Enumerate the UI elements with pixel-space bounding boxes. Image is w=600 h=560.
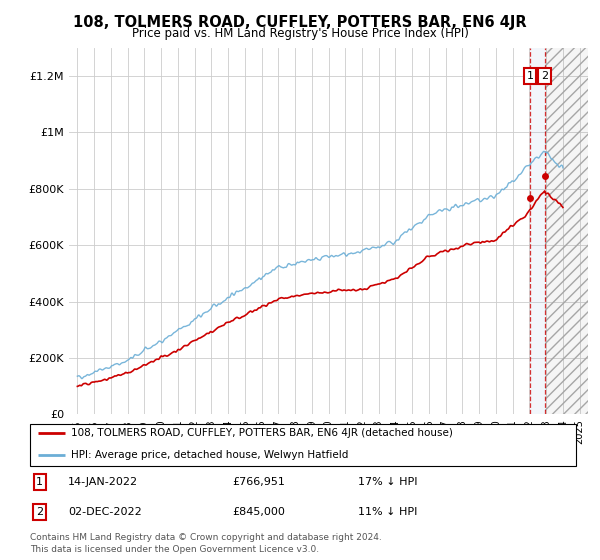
Text: £845,000: £845,000: [232, 507, 285, 517]
Text: 2: 2: [541, 71, 548, 81]
Text: Contains HM Land Registry data © Crown copyright and database right 2024.
This d: Contains HM Land Registry data © Crown c…: [30, 533, 382, 554]
Text: 1: 1: [527, 71, 533, 81]
FancyBboxPatch shape: [30, 424, 576, 466]
Text: Price paid vs. HM Land Registry's House Price Index (HPI): Price paid vs. HM Land Registry's House …: [131, 27, 469, 40]
Text: 14-JAN-2022: 14-JAN-2022: [68, 477, 139, 487]
Text: £766,951: £766,951: [232, 477, 285, 487]
Text: 1: 1: [37, 477, 43, 487]
Text: 11% ↓ HPI: 11% ↓ HPI: [358, 507, 417, 517]
Text: 17% ↓ HPI: 17% ↓ HPI: [358, 477, 417, 487]
Bar: [530, 48, 545, 414]
Bar: [545, 48, 588, 414]
Bar: [545, 48, 588, 414]
Text: 108, TOLMERS ROAD, CUFFLEY, POTTERS BAR, EN6 4JR: 108, TOLMERS ROAD, CUFFLEY, POTTERS BAR,…: [73, 15, 527, 30]
Text: 108, TOLMERS ROAD, CUFFLEY, POTTERS BAR, EN6 4JR (detached house): 108, TOLMERS ROAD, CUFFLEY, POTTERS BAR,…: [71, 428, 453, 438]
Text: 2: 2: [36, 507, 43, 517]
Text: HPI: Average price, detached house, Welwyn Hatfield: HPI: Average price, detached house, Welw…: [71, 450, 349, 460]
Text: 02-DEC-2022: 02-DEC-2022: [68, 507, 142, 517]
